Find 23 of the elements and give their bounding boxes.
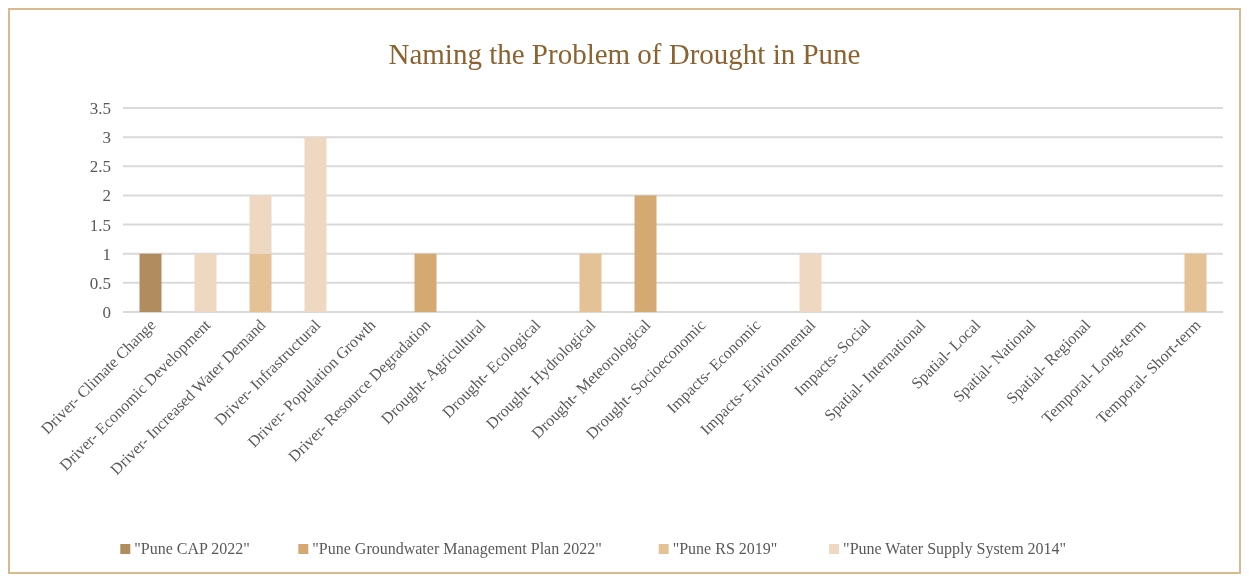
bar [304, 137, 327, 312]
legend-label: "Pune RS 2019" [672, 540, 778, 557]
y-tick-label: 0 [102, 302, 111, 322]
bar [799, 253, 822, 312]
bar [194, 253, 217, 312]
legend-label: "Pune Groundwater Management Plan 2022" [312, 540, 602, 558]
bar [1184, 253, 1207, 312]
y-tick-label: 0.5 [89, 273, 111, 293]
y-tick-label: 2 [102, 186, 111, 206]
y-tick-label: 3 [102, 128, 111, 148]
y-tick-label: 1 [102, 244, 111, 264]
legend-label: "Pune Water Supply System 2014" [843, 540, 1067, 558]
bar [634, 195, 657, 312]
legend-label: "Pune CAP 2022" [134, 540, 250, 557]
y-tick-label: 2.5 [89, 157, 111, 177]
bar [414, 253, 437, 312]
bar [249, 253, 272, 312]
y-tick-label: 3.5 [89, 98, 111, 118]
chart-title: Naming the Problem of Drought in Pune [388, 38, 861, 70]
bar [579, 253, 602, 312]
y-tick-label: 1.5 [89, 215, 111, 235]
bar [249, 195, 272, 254]
bar [139, 253, 162, 312]
